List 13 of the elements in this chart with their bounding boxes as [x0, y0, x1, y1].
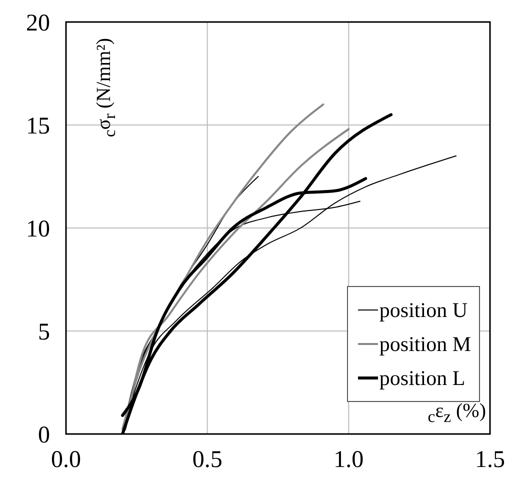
legend-label: position L [379, 365, 466, 392]
y-tick-label: 5 [38, 320, 50, 346]
y-tick-label: 20 [26, 10, 50, 37]
y-tick-label: 0 [38, 422, 50, 449]
y-tick-label: 15 [26, 114, 50, 140]
x-tick-label: 1.0 [334, 447, 364, 474]
y-tick-label: 10 [26, 216, 50, 243]
x-axis-title: $_{c}$ε$_{z}$ (%) [428, 400, 486, 427]
x-tick-label: 0.5 [192, 447, 222, 474]
legend-label: position U [379, 297, 468, 324]
legend-label: position M [379, 331, 471, 358]
x-tick-label: 0.0 [51, 447, 81, 474]
x-tick-label: 1.5 [475, 447, 505, 474]
